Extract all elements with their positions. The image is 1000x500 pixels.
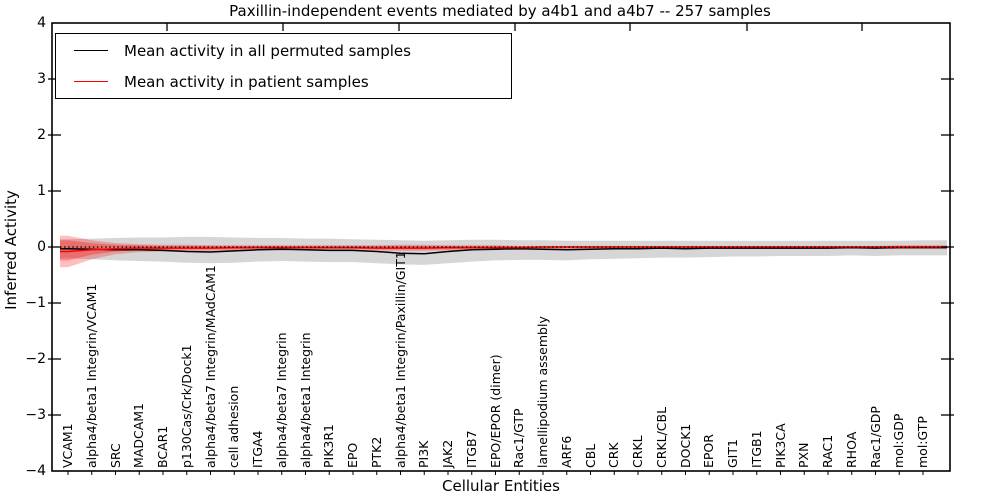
- y-tick-label: −1: [25, 295, 46, 311]
- permuted-sample-range-band: [60, 236, 947, 265]
- x-tick-label: ITGB1: [748, 430, 764, 468]
- x-tick-label: PI3K: [416, 440, 432, 468]
- x-tick-label: alpha4/beta7 Integrin/MAdCAM1: [202, 265, 218, 468]
- y-tick-label: 0: [37, 239, 46, 255]
- x-tick-label: PIK3CA: [772, 423, 788, 468]
- y-tick-label: 4: [37, 15, 46, 31]
- x-tick-label: p130Cas/Crk/Dock1: [178, 344, 194, 468]
- legend-label-permuted: Mean activity in all permuted samples: [124, 41, 411, 60]
- y-tick-label: 2: [37, 127, 46, 143]
- patient-line-swatch: [74, 81, 108, 82]
- x-tick-label: CRK: [606, 442, 622, 468]
- x-tick-label: EPO: [345, 442, 360, 468]
- permuted-mean-line: [60, 246, 947, 255]
- x-tick-label: CBL: [582, 443, 598, 468]
- x-tick-label: EPO/EPOR (dimer): [487, 354, 503, 468]
- x-tick-label: EPOR: [701, 434, 717, 468]
- x-tick-label: PXN: [796, 442, 812, 468]
- x-tick-label: PIK3R1: [321, 423, 337, 468]
- x-tick-label: SRC: [107, 443, 123, 468]
- x-tick-label: MADCAM1: [131, 403, 147, 468]
- x-tick-label: ITGA4: [250, 430, 265, 468]
- x-tick-label: Rac1/GDP: [867, 406, 883, 468]
- y-tick-label: −4: [25, 463, 46, 479]
- x-tick-label: alpha4/beta1 Integrin/VCAM1: [83, 283, 99, 468]
- permuted-line-swatch: [74, 50, 108, 51]
- y-tick-label: 1: [37, 183, 46, 199]
- x-tick-label: ITGB7: [463, 430, 479, 468]
- x-tick-label: CRKL: [630, 435, 645, 468]
- x-tick-label: VCAM1: [60, 423, 75, 468]
- x-tick-label: PTK2: [368, 436, 384, 468]
- x-tick-label: CRKL/CBL: [653, 406, 669, 468]
- x-tick-label: mol:GTP: [915, 416, 930, 468]
- x-tick-label: GIT1: [725, 439, 740, 468]
- x-tick-label: alpha4/beta1 Integrin/Paxillin/GIT1: [392, 251, 408, 468]
- x-tick-label: alpha4/beta7 Integrin: [273, 332, 289, 468]
- x-tick-label: BCAR1: [155, 425, 170, 468]
- x-tick-label: mol:GDP: [891, 413, 907, 468]
- x-tick-label: DOCK1: [677, 423, 693, 468]
- x-tick-label: Rac1/GTP: [511, 408, 527, 468]
- x-tick-label: cell adhesion: [226, 385, 242, 468]
- y-tick-label: −2: [25, 351, 46, 367]
- x-tick-label: RAC1: [820, 434, 835, 468]
- legend: Mean activity in all permuted samples Me…: [55, 33, 512, 99]
- legend-item-permuted: Mean activity in all permuted samples: [56, 36, 511, 65]
- x-tick-label: lamellipodium assembly: [535, 316, 550, 468]
- x-tick-label: RHOA: [843, 431, 859, 468]
- x-tick-label: ARF6: [558, 435, 574, 468]
- x-axis-label: Cellular Entities: [442, 477, 560, 495]
- legend-label-patient: Mean activity in patient samples: [124, 72, 369, 91]
- y-tick-label: −3: [25, 407, 46, 423]
- x-tick-label: alpha4/beta1 Integrin: [297, 332, 313, 468]
- chart-title: Paxillin-independent events mediated by …: [229, 2, 771, 20]
- y-tick-label: 3: [37, 71, 46, 87]
- x-tick-label: JAK2: [440, 439, 455, 468]
- legend-item-patient: Mean activity in patient samples: [56, 67, 511, 96]
